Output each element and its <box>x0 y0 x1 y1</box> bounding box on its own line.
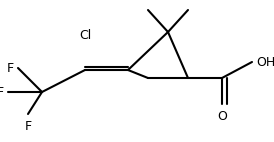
Text: F: F <box>24 120 32 133</box>
Text: Cl: Cl <box>79 29 91 42</box>
Text: OH: OH <box>256 56 274 68</box>
Text: F: F <box>0 85 4 99</box>
Text: O: O <box>217 110 227 123</box>
Text: F: F <box>7 61 14 75</box>
